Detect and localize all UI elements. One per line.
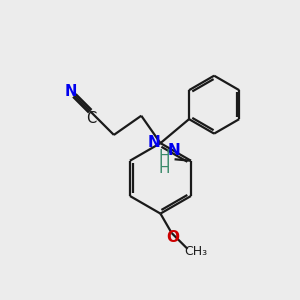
- Text: H: H: [158, 161, 170, 176]
- Text: N: N: [64, 84, 77, 99]
- Text: C: C: [87, 111, 97, 126]
- Text: H: H: [158, 149, 170, 164]
- Text: CH₃: CH₃: [184, 245, 207, 258]
- Text: N: N: [148, 135, 160, 150]
- Text: O: O: [167, 230, 180, 245]
- Text: N: N: [167, 143, 180, 158]
